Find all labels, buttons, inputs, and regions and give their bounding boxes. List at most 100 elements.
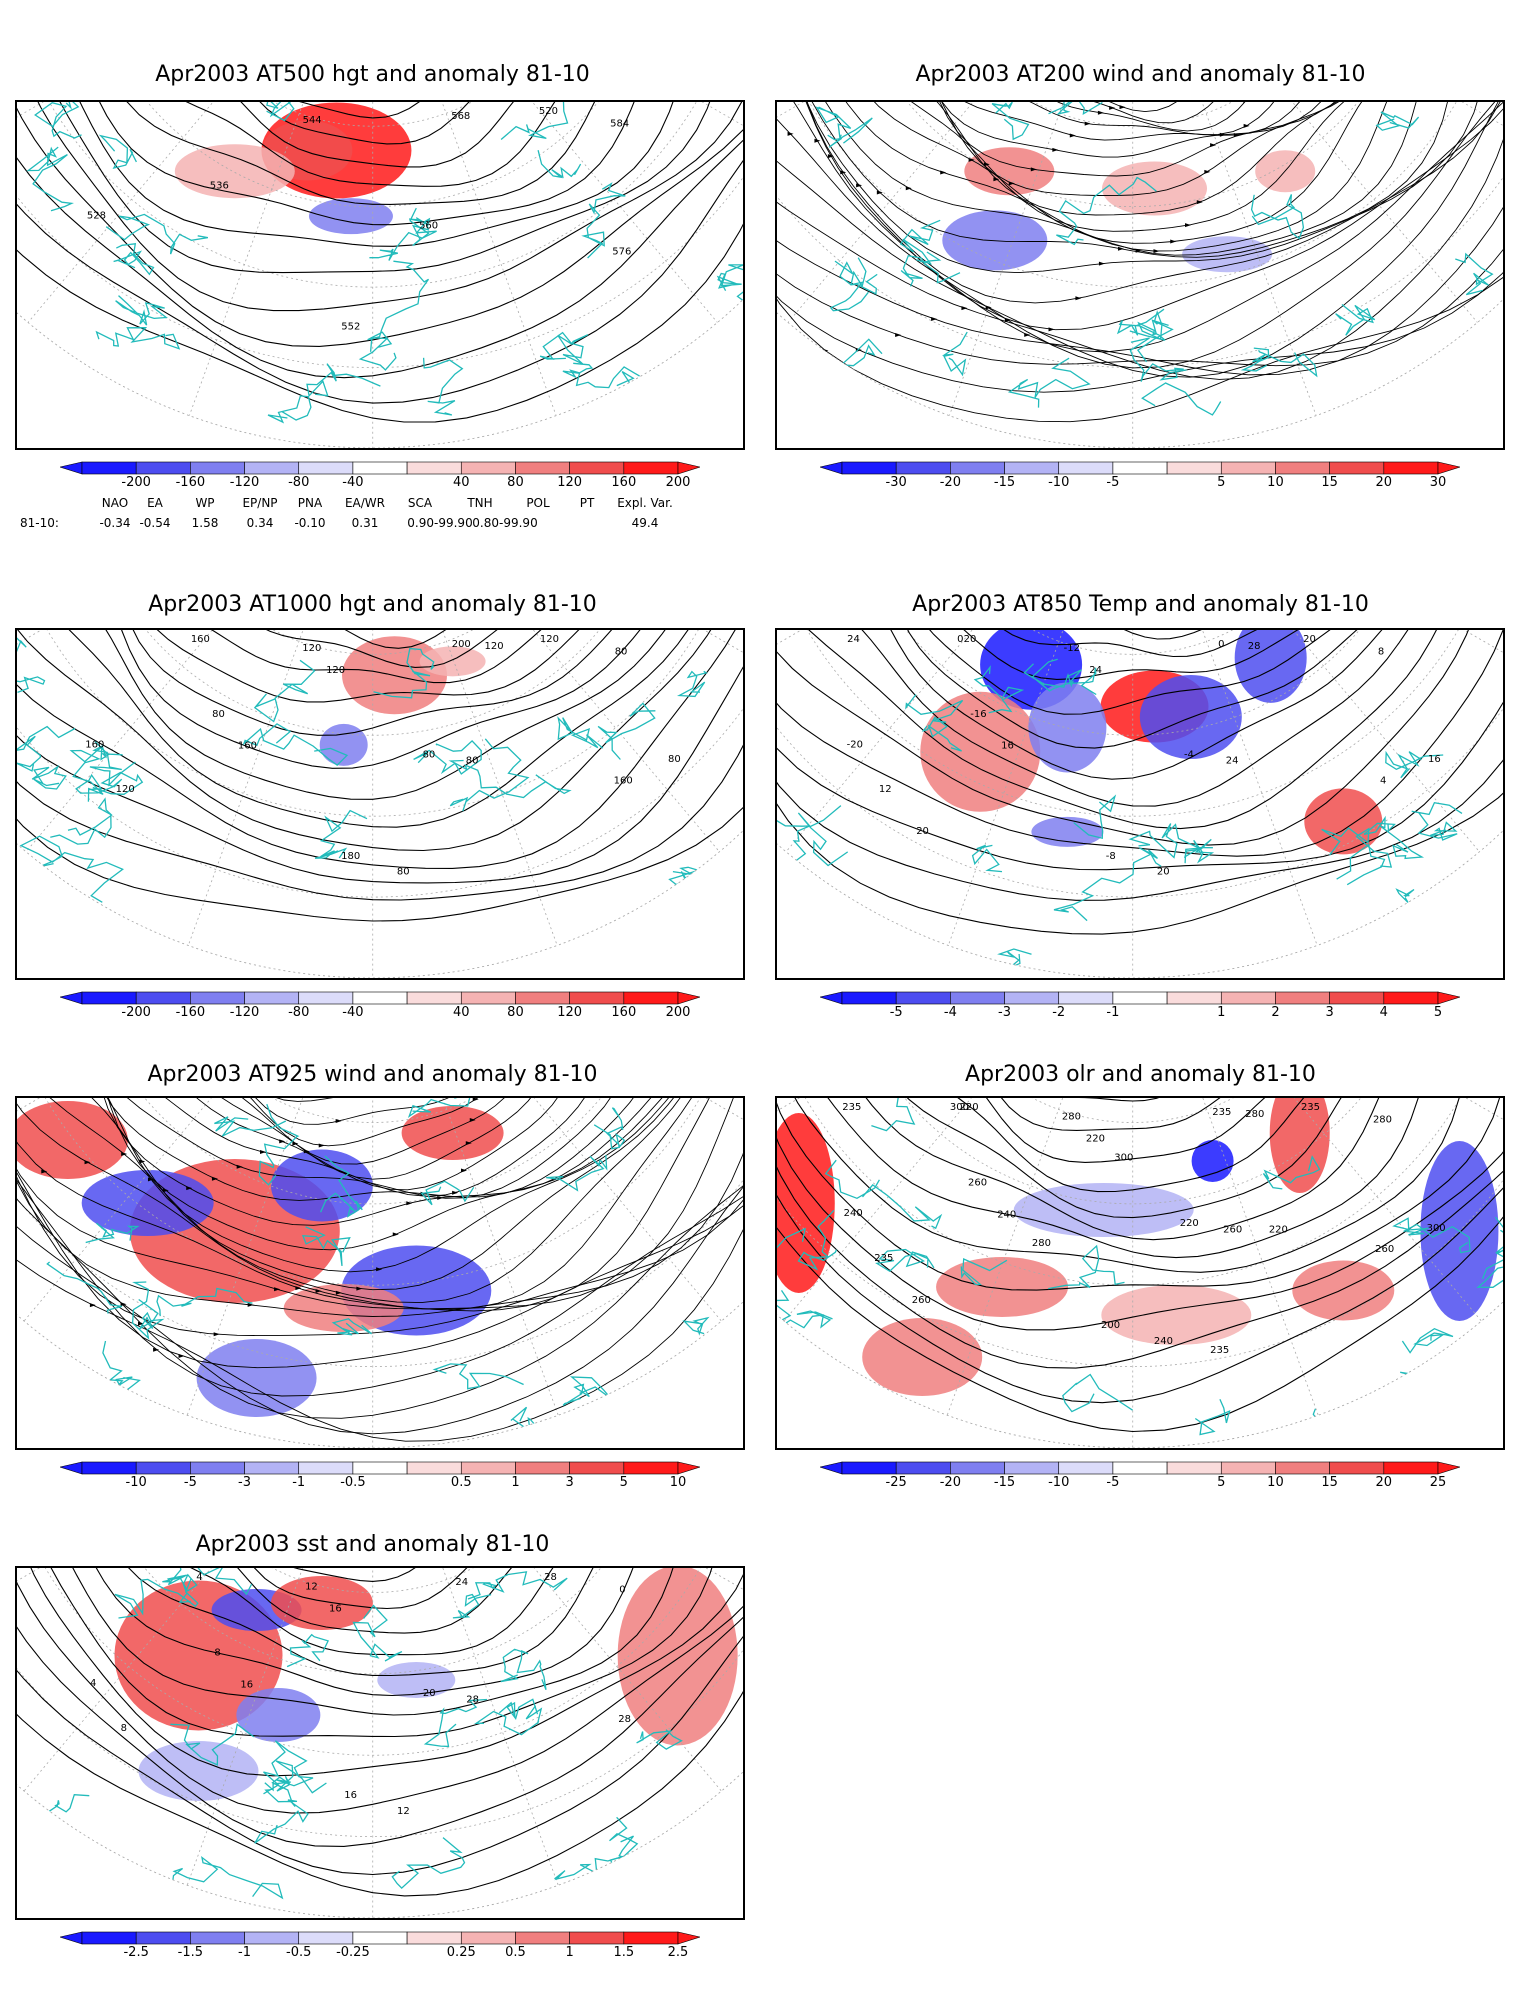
wind-arrow bbox=[472, 1098, 479, 1102]
colorbar-tick-label: 5 bbox=[619, 1475, 628, 1490]
contour-line bbox=[836, 630, 1449, 780]
index-value: -0.34 bbox=[99, 516, 131, 530]
contour-label: 300 bbox=[1114, 1152, 1133, 1163]
coastline bbox=[597, 702, 656, 760]
wind-arrow bbox=[1204, 169, 1211, 174]
contour-line bbox=[17, 102, 743, 379]
coastline bbox=[373, 647, 435, 699]
index-header: PT bbox=[579, 496, 595, 510]
index-header: NAO bbox=[101, 496, 129, 510]
coastline bbox=[1440, 921, 1479, 948]
coastline bbox=[797, 1209, 838, 1271]
streamline bbox=[789, 102, 1459, 258]
coastline bbox=[562, 362, 640, 389]
streamline bbox=[951, 102, 1304, 113]
colorbar-tick-label: 4 bbox=[1379, 1005, 1388, 1020]
coastline bbox=[314, 809, 368, 859]
coastline bbox=[1250, 194, 1305, 240]
coastline bbox=[263, 1740, 314, 1795]
streamline bbox=[822, 102, 1427, 244]
contour-label: 120 bbox=[116, 784, 135, 795]
wind-arrow bbox=[983, 162, 990, 167]
coastline bbox=[827, 117, 873, 148]
coastline bbox=[829, 257, 869, 312]
coastline bbox=[94, 941, 166, 978]
coastline bbox=[716, 264, 743, 309]
colorbar-tick-label: -2 bbox=[1052, 1005, 1066, 1020]
coastline bbox=[1048, 102, 1103, 116]
contour-label: 4 bbox=[196, 1572, 202, 1583]
coastline bbox=[26, 146, 74, 212]
coastline bbox=[156, 1287, 253, 1317]
contour-line bbox=[41, 1568, 696, 1716]
anomaly-shading bbox=[377, 1662, 456, 1698]
coastline bbox=[500, 1648, 547, 1690]
streamline bbox=[84, 1098, 637, 1199]
contour-label: 16 bbox=[240, 1679, 253, 1690]
contour-line bbox=[52, 630, 711, 800]
streamline bbox=[780, 102, 1503, 331]
contour-line bbox=[934, 630, 1306, 640]
coastline bbox=[331, 1318, 373, 1336]
streamline bbox=[905, 102, 1376, 158]
wind-arrow bbox=[1030, 167, 1037, 172]
contour-line bbox=[159, 102, 581, 145]
coastline bbox=[75, 771, 144, 795]
colorbar-tick-label: 40 bbox=[452, 475, 470, 490]
contour-label: 235 bbox=[874, 1253, 893, 1264]
colorbar-tick-label: -80 bbox=[288, 475, 310, 490]
coastline bbox=[95, 327, 181, 350]
streamline bbox=[842, 102, 1424, 232]
contour-label: 28 bbox=[1248, 641, 1261, 652]
wind-arrow bbox=[1196, 200, 1203, 205]
coastline bbox=[1312, 1408, 1368, 1448]
wind-arrow bbox=[1117, 246, 1124, 251]
contour-line bbox=[17, 630, 741, 852]
wind-arrow bbox=[1069, 133, 1076, 138]
wind-arrow bbox=[318, 1143, 325, 1148]
wind-arrow bbox=[138, 1321, 145, 1326]
contour-line bbox=[106, 1568, 626, 1656]
wind-arrow bbox=[120, 1302, 127, 1307]
colorbar-tick-label: 20 bbox=[1375, 1475, 1393, 1490]
contour-line bbox=[49, 102, 696, 247]
wind-arrow bbox=[162, 1188, 169, 1193]
colorbar-tick-label: 30 bbox=[1429, 475, 1447, 490]
streamline bbox=[17, 1098, 736, 1312]
contour-label: 240 bbox=[844, 1208, 863, 1219]
streamline bbox=[181, 1098, 585, 1125]
coastline bbox=[899, 219, 942, 265]
contour-line bbox=[148, 630, 568, 668]
coastline bbox=[358, 337, 397, 371]
wind-arrow bbox=[905, 186, 912, 191]
wind-arrow bbox=[139, 1159, 146, 1164]
contour-line bbox=[927, 1098, 1351, 1131]
contour-line bbox=[869, 630, 1431, 749]
coastline bbox=[432, 1363, 524, 1390]
colorbar-tick-label: 0.5 bbox=[505, 1945, 526, 1960]
colorbar-tick-label: -120 bbox=[229, 1005, 260, 1020]
wind-arrow bbox=[89, 1303, 96, 1308]
contour-label: 235 bbox=[1210, 1345, 1229, 1356]
wind-arrow bbox=[876, 190, 883, 195]
coastline bbox=[267, 395, 312, 424]
coastline bbox=[214, 1116, 287, 1137]
contour-label: 24 bbox=[1226, 756, 1239, 767]
anomaly-shading bbox=[1028, 682, 1107, 773]
contour-label: 584 bbox=[610, 118, 629, 129]
anomaly-shading bbox=[936, 1257, 1069, 1317]
coastline bbox=[875, 1248, 935, 1273]
map-200wind bbox=[775, 100, 1505, 450]
coastline bbox=[367, 260, 430, 348]
colorbar-tick-label: 160 bbox=[611, 475, 637, 490]
contour-label: 260 bbox=[968, 1177, 987, 1188]
coastline bbox=[1262, 1155, 1321, 1190]
wind-arrow bbox=[211, 1176, 218, 1181]
streamline bbox=[17, 1098, 743, 1310]
coastline bbox=[1363, 815, 1425, 860]
streamline bbox=[777, 102, 1503, 380]
coastline bbox=[1194, 1398, 1231, 1436]
coastline bbox=[1392, 1217, 1471, 1254]
colorbar-tick-label: -0.25 bbox=[336, 1945, 370, 1960]
contour-label: 180 bbox=[341, 851, 360, 862]
